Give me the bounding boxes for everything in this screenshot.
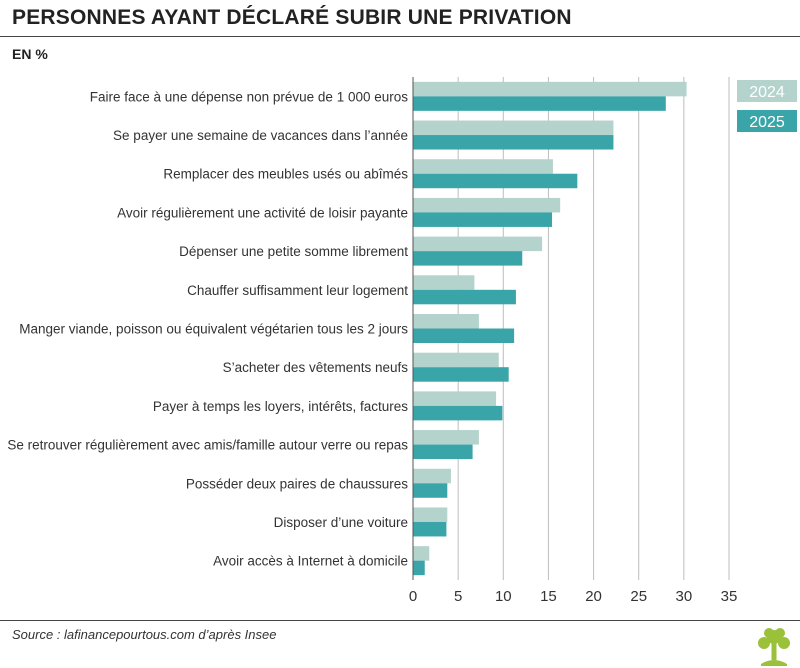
category-label: Payer à temps les loyers, intérêts, fact… (153, 399, 408, 414)
tree-logo-icon (758, 628, 790, 666)
bar-2025 (413, 560, 425, 576)
x-tick-label: 15 (540, 588, 557, 605)
x-tick-label: 5 (454, 588, 462, 605)
bar-2024 (413, 352, 499, 368)
bar-2024 (413, 468, 451, 484)
category-label: Remplacer des meubles usés ou abîmés (163, 167, 408, 182)
category-label: Posséder deux paires de chaussures (186, 476, 408, 491)
bar-2025 (413, 251, 523, 266)
x-tick-label: 20 (585, 588, 602, 605)
bar-2025 (413, 289, 516, 305)
category-label: Disposer d’une voiture (274, 515, 408, 530)
chart-title: PERSONNES AYANT DÉCLARÉ SUBIR UNE PRIVAT… (12, 6, 572, 29)
bar-2024 (413, 546, 430, 561)
bar-2025 (413, 521, 447, 537)
legend-label-2024: 2024 (749, 84, 785, 101)
category-label: Avoir régulièrement une activité de lois… (117, 205, 408, 220)
bar-2025 (413, 367, 509, 382)
bar-2025 (413, 444, 473, 460)
source-note: Source : lafinancepourtous.com d’après I… (12, 627, 277, 642)
x-tick-label: 10 (495, 588, 512, 605)
category-label: Avoir accès à Internet à domicile (213, 554, 408, 569)
legend-swatch-2024 (737, 80, 797, 102)
legend-label-2025: 2025 (749, 114, 785, 131)
bar-2024 (413, 275, 475, 290)
category-label: Faire face à une dépense non prévue de 1… (90, 89, 408, 104)
bar-2024 (413, 120, 614, 136)
bar-2025 (413, 328, 515, 343)
bar-2024 (413, 391, 497, 406)
bar-2025 (413, 405, 503, 421)
bar-2025 (413, 96, 666, 111)
bar-2024 (413, 81, 687, 97)
unit-label: EN % (12, 46, 48, 62)
category-label: Manger viande, poisson ou équivalent vég… (19, 322, 408, 337)
bar-2024 (413, 507, 448, 522)
category-label: Dépenser une petite somme librement (179, 244, 408, 259)
title-divider (0, 36, 800, 37)
bar-2025 (413, 135, 614, 150)
bar-2024 (413, 236, 543, 252)
legend-swatch-2025 (737, 110, 797, 132)
category-label: Chauffer suffisamment leur logement (187, 283, 408, 298)
footer-divider (0, 620, 800, 621)
x-tick-label: 30 (676, 588, 693, 605)
bar-2024 (413, 430, 479, 445)
x-tick-label: 35 (721, 588, 738, 605)
bar-2024 (413, 314, 479, 329)
category-label: Se retrouver régulièrement avec amis/fam… (7, 438, 408, 453)
category-label: Se payer une semaine de vacances dans l’… (113, 128, 408, 143)
category-label: S’acheter des vêtements neufs (223, 360, 409, 375)
bar-2024 (413, 159, 553, 174)
bar-2025 (413, 173, 578, 189)
bar-2025 (413, 212, 553, 227)
bar-2025 (413, 483, 448, 498)
x-tick-label: 25 (630, 588, 647, 605)
bar-2024 (413, 197, 561, 213)
x-tick-label: 0 (409, 588, 417, 605)
